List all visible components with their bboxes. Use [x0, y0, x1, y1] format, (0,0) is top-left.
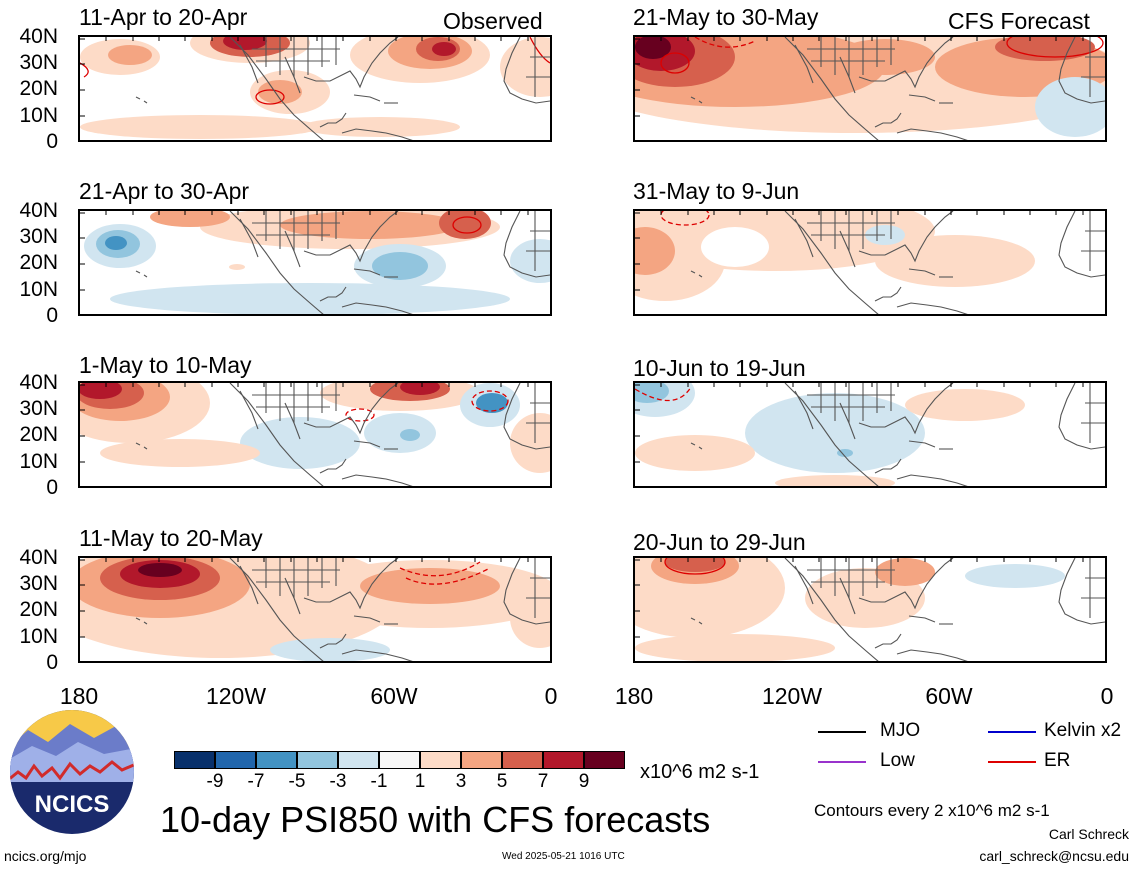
panel-title-obs-4: 11-May to 20-May — [79, 525, 263, 551]
lon-label: 0 — [1100, 683, 1114, 709]
lon-label: 120W — [761, 683, 823, 709]
panel-title-obs-3: 1-May to 10-May — [79, 352, 252, 378]
lon-label: 180 — [614, 683, 654, 709]
colorbar-swatch — [502, 751, 543, 769]
ncics-logo: NCICS — [8, 708, 136, 836]
colorbar-swatch — [461, 751, 502, 769]
map-panel-obs-3 — [78, 381, 552, 488]
map-panel-obs-2 — [78, 209, 552, 316]
colorbar-swatch — [584, 751, 625, 769]
panel-title-fcst-3: 10-Jun to 19-Jun — [633, 355, 806, 381]
lon-label: 60W — [370, 683, 418, 709]
contour-note: Contours every 2 x10^6 m2 s-1 — [814, 801, 1050, 820]
legend-line-low — [818, 761, 866, 763]
colorbar-label: 7 — [537, 771, 549, 792]
lat-label: 0 — [46, 130, 58, 153]
legend-label-mjo: MJO — [880, 720, 921, 741]
colorbar-label: 3 — [455, 771, 467, 792]
colorbar-label: -5 — [288, 771, 306, 792]
lat-label: 20N — [19, 423, 58, 446]
map-panel-obs-1 — [78, 35, 552, 142]
site-link[interactable]: ncics.org/mjo — [4, 848, 87, 864]
legend-label-er: ER — [1044, 750, 1071, 771]
colorbar-swatch — [338, 751, 379, 769]
legend-line-er — [988, 761, 1036, 763]
colorbar-swatch — [256, 751, 297, 769]
colorbar-swatch — [543, 751, 584, 769]
panel-title-fcst-4: 20-Jun to 29-Jun — [633, 529, 806, 555]
colorbar-label: -9 — [206, 771, 224, 792]
panel-title-obs-2: 21-Apr to 30-Apr — [79, 178, 250, 204]
colorbar-label: 5 — [496, 771, 508, 792]
lat-label: 10N — [19, 625, 58, 648]
colorbar-swatch — [379, 751, 420, 769]
lat-label: 30N — [19, 51, 58, 74]
panel-title-obs-1: 11-Apr to 20-Apr — [79, 4, 248, 30]
colorbar-swatch — [420, 751, 461, 769]
author-name: Carl Schreck — [1048, 826, 1129, 842]
lat-label: 40N — [19, 546, 58, 569]
lat-label: 30N — [19, 397, 58, 420]
lon-label: 60W — [925, 683, 973, 709]
legend-line-mjo — [818, 731, 866, 733]
legend-label-kelvin: Kelvin x2 — [1044, 720, 1122, 741]
map-panel-fcst-4 — [633, 556, 1107, 663]
colorbar-label: 9 — [578, 771, 590, 792]
lat-label: 10N — [19, 278, 58, 301]
panel-title-fcst-2: 31-May to 9-Jun — [633, 178, 800, 204]
lon-label: 0 — [544, 683, 558, 709]
colorbar-label: 1 — [414, 771, 426, 792]
colorbar-label: -1 — [370, 771, 388, 792]
lat-label: 0 — [46, 476, 58, 499]
lon-label: 180 — [59, 683, 99, 709]
logo-text: NCICS — [35, 791, 110, 818]
colorbar-label: -3 — [329, 771, 347, 792]
map-panel-fcst-2 — [633, 209, 1107, 316]
panel-title-fcst-1: 21-May to 30-May — [633, 4, 819, 30]
lat-label: 20N — [19, 598, 58, 621]
forecast-header: CFS Forecast — [948, 8, 1090, 34]
timestamp: Wed 2025-05-21 1016 UTC — [502, 851, 625, 862]
colorbar-label: -7 — [247, 771, 265, 792]
lat-label: 40N — [19, 25, 58, 48]
lat-label: 40N — [19, 371, 58, 394]
lat-label: 30N — [19, 572, 58, 595]
legend-line-kelvin — [988, 731, 1036, 733]
lat-label: 10N — [19, 450, 58, 473]
map-panel-fcst-1 — [633, 35, 1107, 142]
lat-label: 30N — [19, 225, 58, 248]
map-panel-obs-4 — [78, 556, 552, 663]
lat-label: 40N — [19, 199, 58, 222]
lat-label: 0 — [46, 651, 58, 674]
author-email: carl_schreck@ncsu.edu — [979, 848, 1129, 864]
colorbar-swatch — [297, 751, 338, 769]
colorbar-swatch — [215, 751, 256, 769]
observed-header: Observed — [443, 8, 543, 34]
lat-label: 20N — [19, 77, 58, 100]
colorbar-swatch — [174, 751, 215, 769]
lat-label: 20N — [19, 251, 58, 274]
colorbar-units: x10^6 m2 s-1 — [640, 761, 760, 783]
map-panel-fcst-3 — [633, 381, 1107, 488]
legend-label-low: Low — [880, 750, 915, 771]
lon-label: 120W — [205, 683, 267, 709]
lat-label: 0 — [46, 304, 58, 327]
lat-label: 10N — [19, 104, 58, 127]
page-title: 10-day PSI850 with CFS forecasts — [160, 799, 711, 840]
